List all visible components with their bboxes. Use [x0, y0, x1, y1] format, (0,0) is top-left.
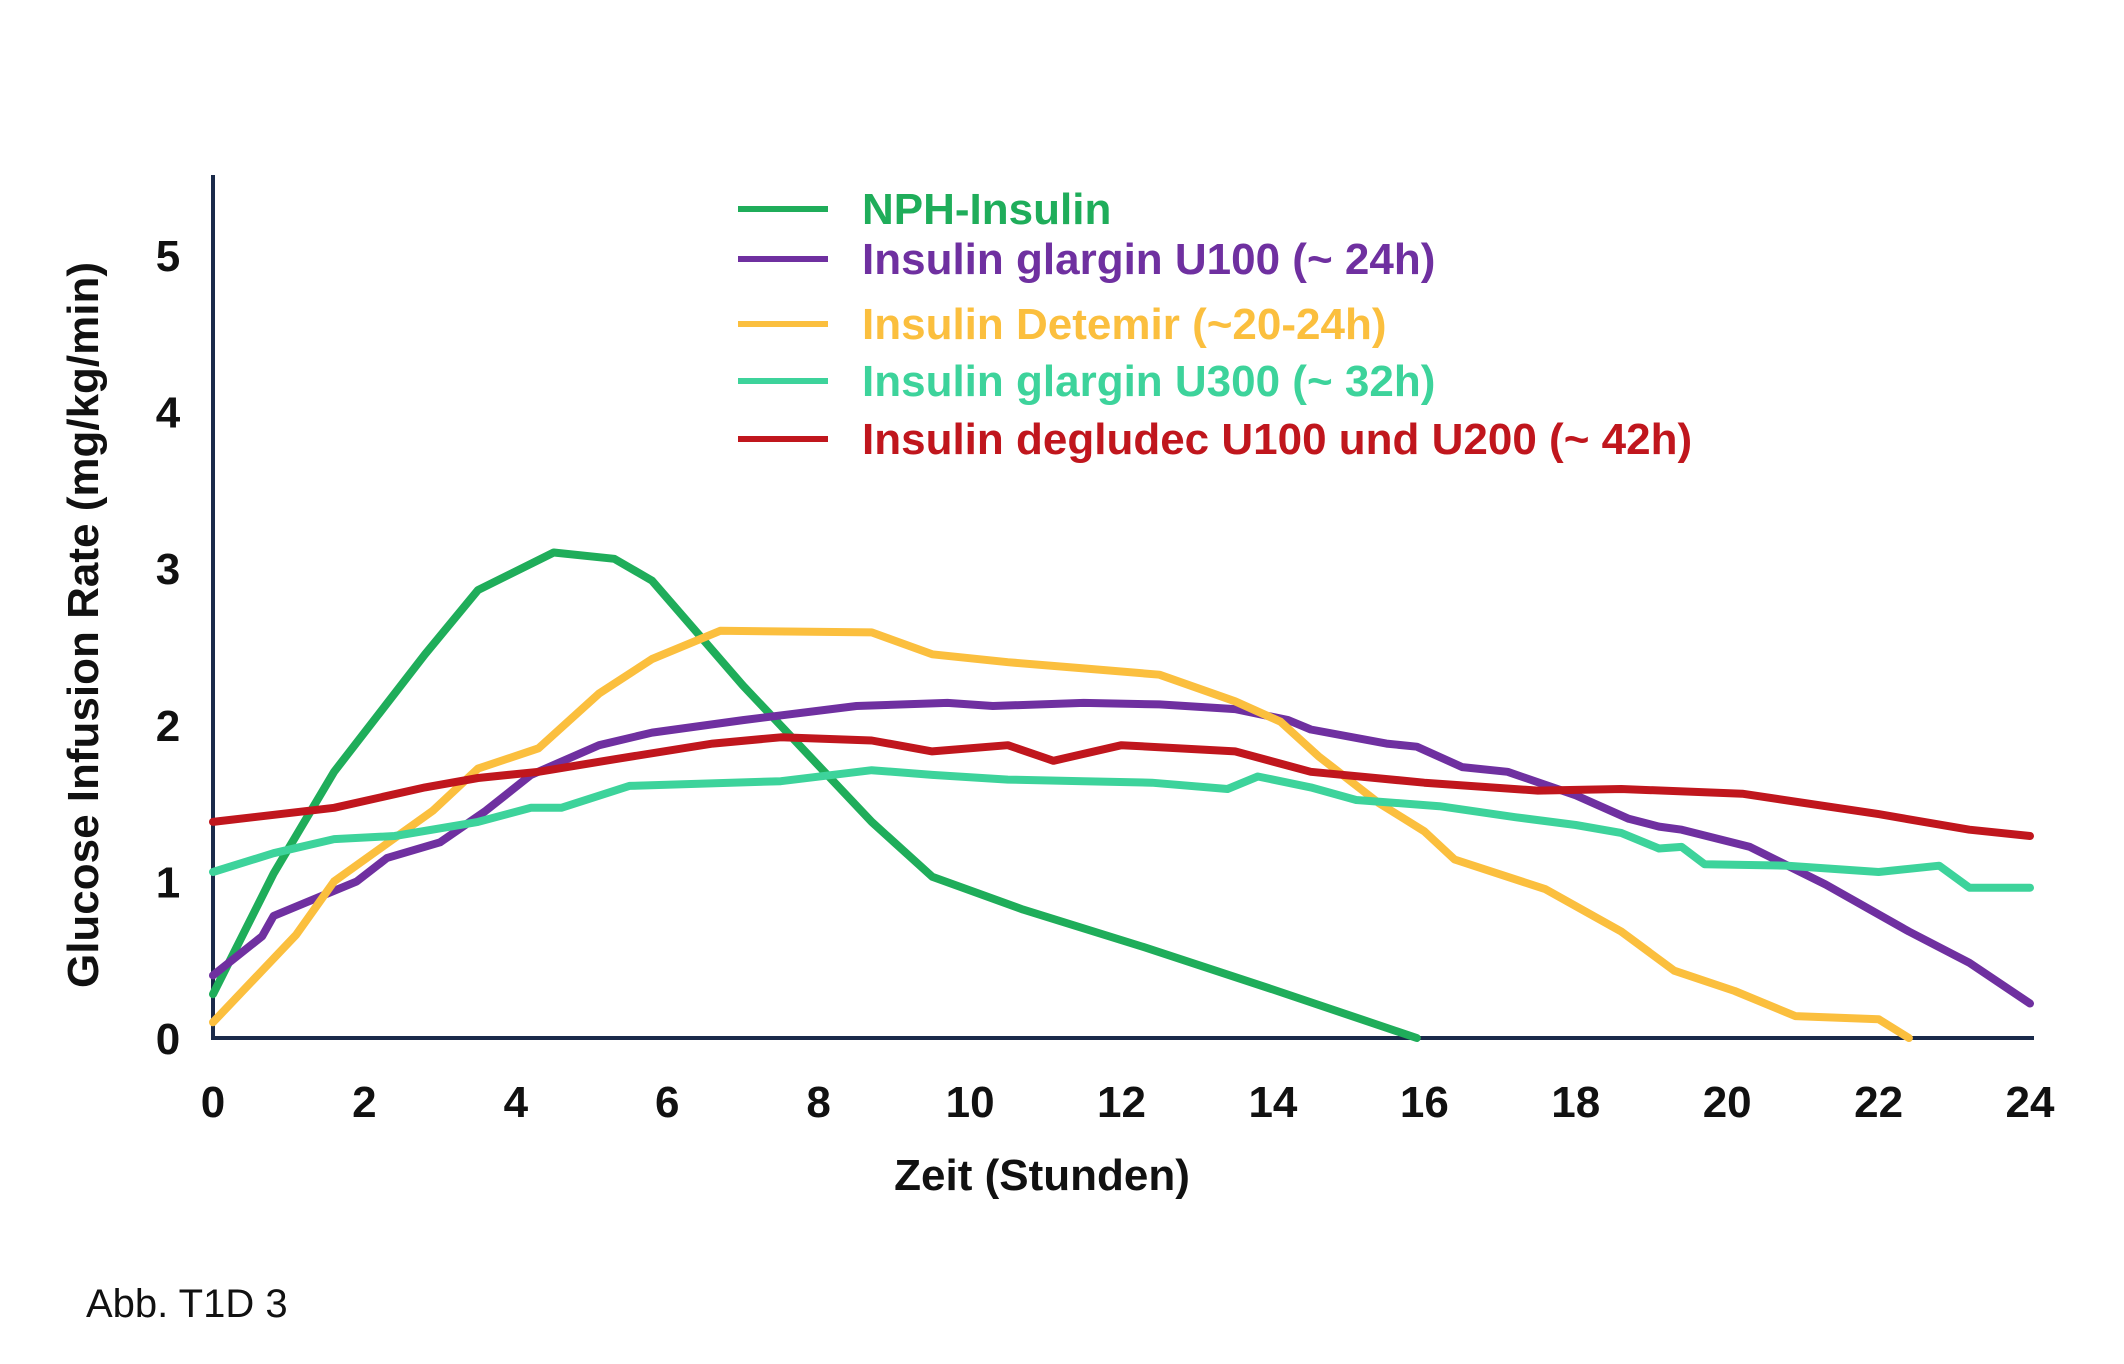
x-tick-label: 4: [504, 1078, 529, 1127]
series-line-3: [209, 626, 1913, 1042]
legend-label-4: Insulin glargin U300 (~ 32h): [862, 357, 1435, 406]
series-line-4: [209, 766, 2034, 892]
series-line-5: [209, 733, 2034, 840]
x-tick-label: 8: [806, 1078, 830, 1127]
x-tick-label: 20: [1703, 1078, 1752, 1127]
x-tick-label: 18: [1551, 1078, 1600, 1127]
x-tick-label: 16: [1400, 1078, 1449, 1127]
y-tick-label: 3: [156, 545, 180, 594]
series-line-2: [209, 698, 2034, 1008]
legend-label-2: Insulin glargin U100 (~ 24h): [862, 235, 1435, 284]
axes: [211, 175, 2034, 1040]
x-tick-label: 2: [352, 1078, 376, 1127]
x-tick-label: 14: [1248, 1078, 1297, 1127]
x-tick-label: 24: [2006, 1078, 2055, 1127]
x-tick-label: 22: [1854, 1078, 1903, 1127]
y-tick-labels: 0 1 2 3 4 5: [156, 232, 181, 1064]
y-tick-label: 5: [156, 232, 180, 281]
x-tick-label: 12: [1097, 1078, 1146, 1127]
legend-label-1: NPH-Insulin: [862, 185, 1111, 234]
y-tick-label: 4: [156, 389, 181, 438]
legend-label-5: Insulin degludec U100 und U200 (~ 42h): [862, 415, 1692, 464]
y-axis-title: Glucose Infusion Rate (mg/kg/min): [59, 262, 108, 988]
x-tick-label: 0: [201, 1078, 225, 1127]
x-tick-labels: 0 2 4 6 8 10 12 14 16 18 20 22 24: [201, 1078, 2055, 1127]
series-line-1: [209, 548, 1421, 1042]
y-tick-label: 2: [156, 702, 180, 751]
figure-caption: Abb. T1D 3: [86, 1282, 288, 1326]
y-tick-label: 1: [156, 858, 180, 907]
y-tick-label: 0: [156, 1015, 180, 1064]
legend-label-3: Insulin Detemir (~20-24h): [862, 300, 1386, 349]
x-tick-label: 10: [946, 1078, 995, 1127]
x-tick-label: 6: [655, 1078, 679, 1127]
x-axis-title: Zeit (Stunden): [894, 1151, 1190, 1200]
series-lines: [209, 548, 2034, 1042]
